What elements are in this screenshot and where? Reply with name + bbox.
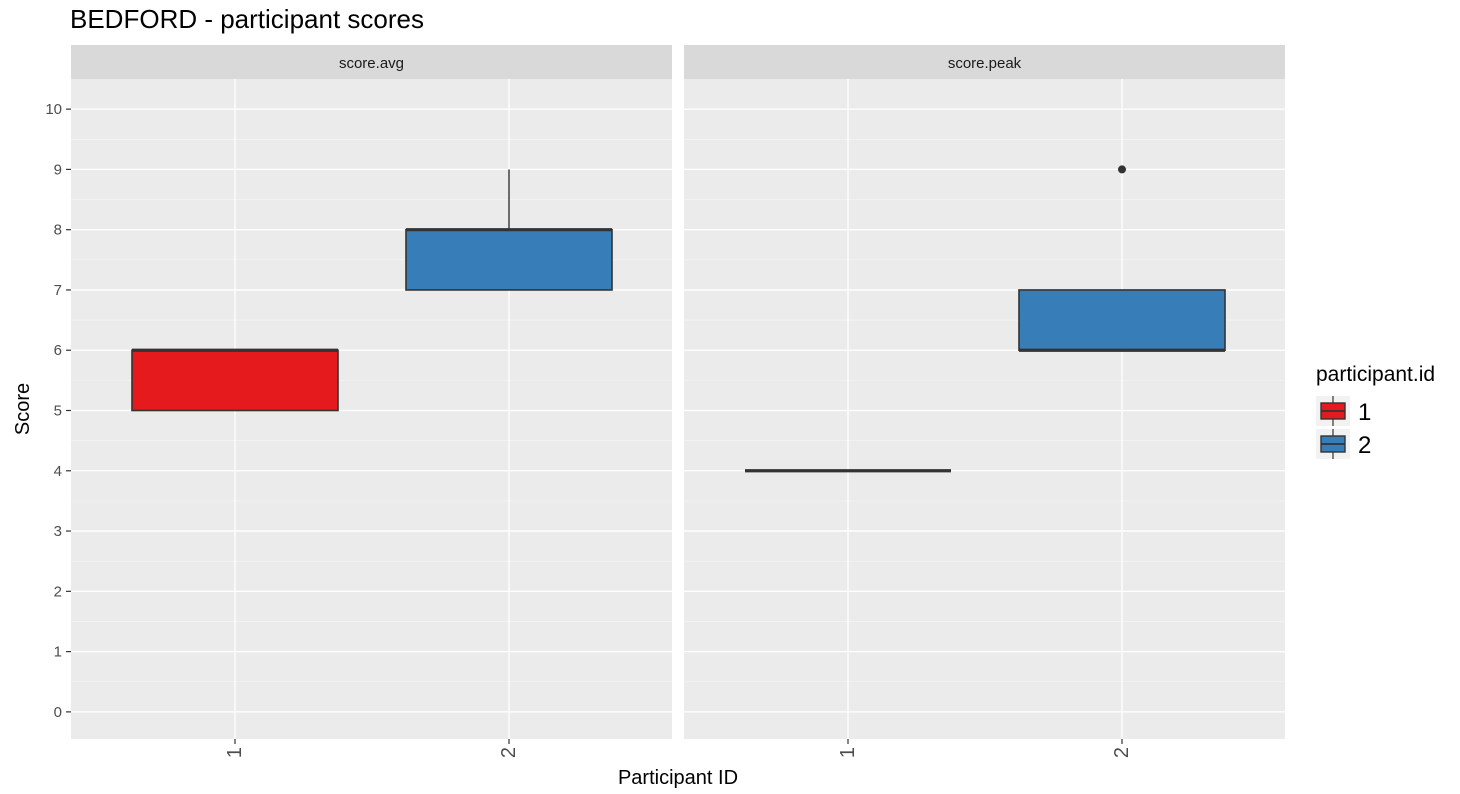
- facet-strip-label: score.peak: [948, 55, 1022, 72]
- legend-key-2: 2: [1316, 429, 1371, 459]
- box-outlier: [1118, 165, 1126, 174]
- y-tick-label: 0: [54, 704, 62, 721]
- y-axis: 0 1 2 3 4 5 6 7 8 9 10: [45, 101, 71, 721]
- chart-title: BEDFORD - participant scores: [70, 4, 424, 34]
- y-tick-label: 4: [54, 463, 62, 480]
- legend-label: 2: [1358, 432, 1371, 459]
- panel-background: [684, 79, 1285, 739]
- y-axis-title: Score: [12, 383, 34, 435]
- box-score.peak-2: [1018, 165, 1226, 352]
- y-tick-label: 9: [54, 161, 62, 178]
- legend-key-1: 1: [1316, 396, 1371, 426]
- facet-strip: [684, 45, 1285, 79]
- facet-panel: score.peak 1 2: [684, 45, 1285, 758]
- y-tick-label: 1: [54, 644, 62, 661]
- legend: participant.id 1 2: [1316, 363, 1435, 459]
- legend-title: participant.id: [1316, 363, 1435, 386]
- box-body: [1018, 289, 1226, 352]
- box-score.avg-2: [405, 169, 613, 291]
- y-tick-label: 3: [54, 523, 62, 540]
- box-body: [131, 349, 339, 412]
- y-tick-label: 2: [54, 583, 62, 600]
- y-tick-label: 7: [54, 282, 62, 299]
- facet-strip: [71, 45, 672, 79]
- y-tick-label: 6: [54, 342, 62, 359]
- x-tick-label: 2: [1111, 747, 1133, 758]
- legend-label: 1: [1358, 399, 1371, 426]
- box-score.avg-1: [131, 348, 339, 412]
- x-axis-title: Participant ID: [618, 767, 738, 789]
- y-tick-label: 10: [45, 101, 62, 118]
- y-tick-label: 5: [54, 403, 62, 420]
- facet-panels: score.avg 1 2 score.peak 1 2 0 1 2 3 4 5 6 7 8 9 10: [45, 45, 1285, 758]
- facet-strip-label: score.avg: [339, 55, 404, 72]
- y-tick-label: 8: [54, 222, 62, 239]
- x-tick-label: 1: [837, 747, 859, 758]
- x-tick-label: 1: [224, 747, 246, 758]
- facet-panel: score.avg 1 2: [71, 45, 672, 758]
- box-body: [405, 228, 613, 291]
- x-tick-label: 2: [498, 747, 520, 758]
